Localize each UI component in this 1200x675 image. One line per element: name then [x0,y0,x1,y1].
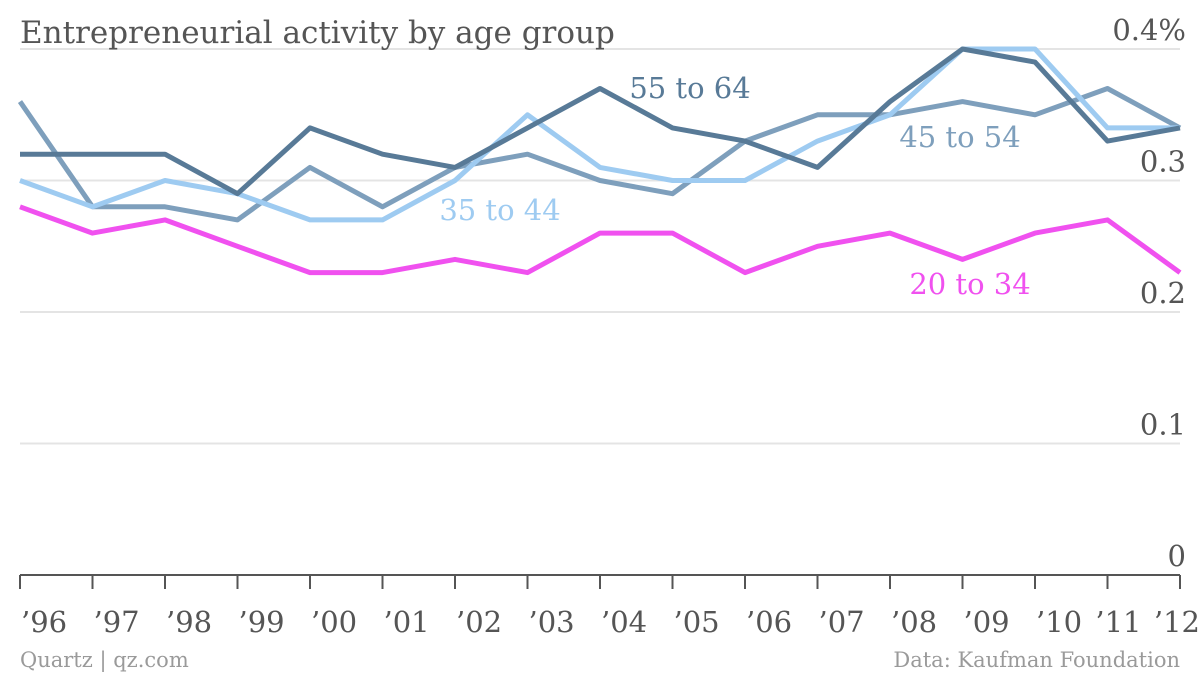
series-label-20-to-34: 20 to 34 [909,267,1030,301]
x-tick-label: ’05 [674,605,720,639]
y-tick-label: 0 [1168,539,1186,573]
x-axis: ’96 ’97 ’98 ’99 ’00 ’01 ’02 ’03 ’04 ’05 ’06 ’07 ’08 ’… [19,574,1200,639]
series-line-55-to-64 [20,46,1181,197]
source-credit: Quartz | qz.com [20,648,189,673]
y-tick-label: 0.4% [1112,13,1186,47]
x-tick-label: ’04 [601,605,647,639]
x-tick-label: ’09 [964,605,1010,639]
x-tick-label: ’07 [819,605,865,639]
y-axis-ticks: 0.4% 0.3 0.2 0.1 0 [1112,13,1186,573]
x-tick-label: ’96 [21,605,67,639]
y-tick-label: 0.1 [1140,408,1186,442]
series-lines [17,46,1182,276]
series-line-45-to-54 [17,86,1182,223]
x-tick-label: ’00 [311,605,357,639]
x-tick-label: ’06 [746,605,792,639]
x-tick-label: ’01 [384,605,430,639]
x-tick-label: ’10 [1036,605,1082,639]
series-label-55-to-64: 55 to 64 [629,71,750,105]
x-tick-label: ’03 [529,605,575,639]
x-tick-label: ’02 [456,605,502,639]
x-tick-label: ’97 [94,605,140,639]
data-source: Data: Kaufman Foundation [893,648,1180,672]
y-tick-label: 0.3 [1140,145,1186,179]
x-tick-label: ’99 [239,605,285,639]
chart-title: Entrepreneurial activity by age group [20,15,615,51]
x-tick-label: ’12 [1154,605,1200,639]
series-label-35-to-44: 35 to 44 [439,193,560,227]
y-tick-label: 0.2 [1140,276,1186,310]
x-tick-label: ’98 [166,605,212,639]
series-label-45-to-54: 45 to 54 [899,120,1020,154]
x-tick-label: ’08 [891,605,937,639]
x-tick-label: ’11 [1095,605,1141,639]
series-line-20-to-34 [19,204,1182,276]
series-line-35-to-44 [19,46,1180,223]
series-labels: 55 to 64 45 to 54 35 to 44 20 to 34 [439,71,1030,301]
